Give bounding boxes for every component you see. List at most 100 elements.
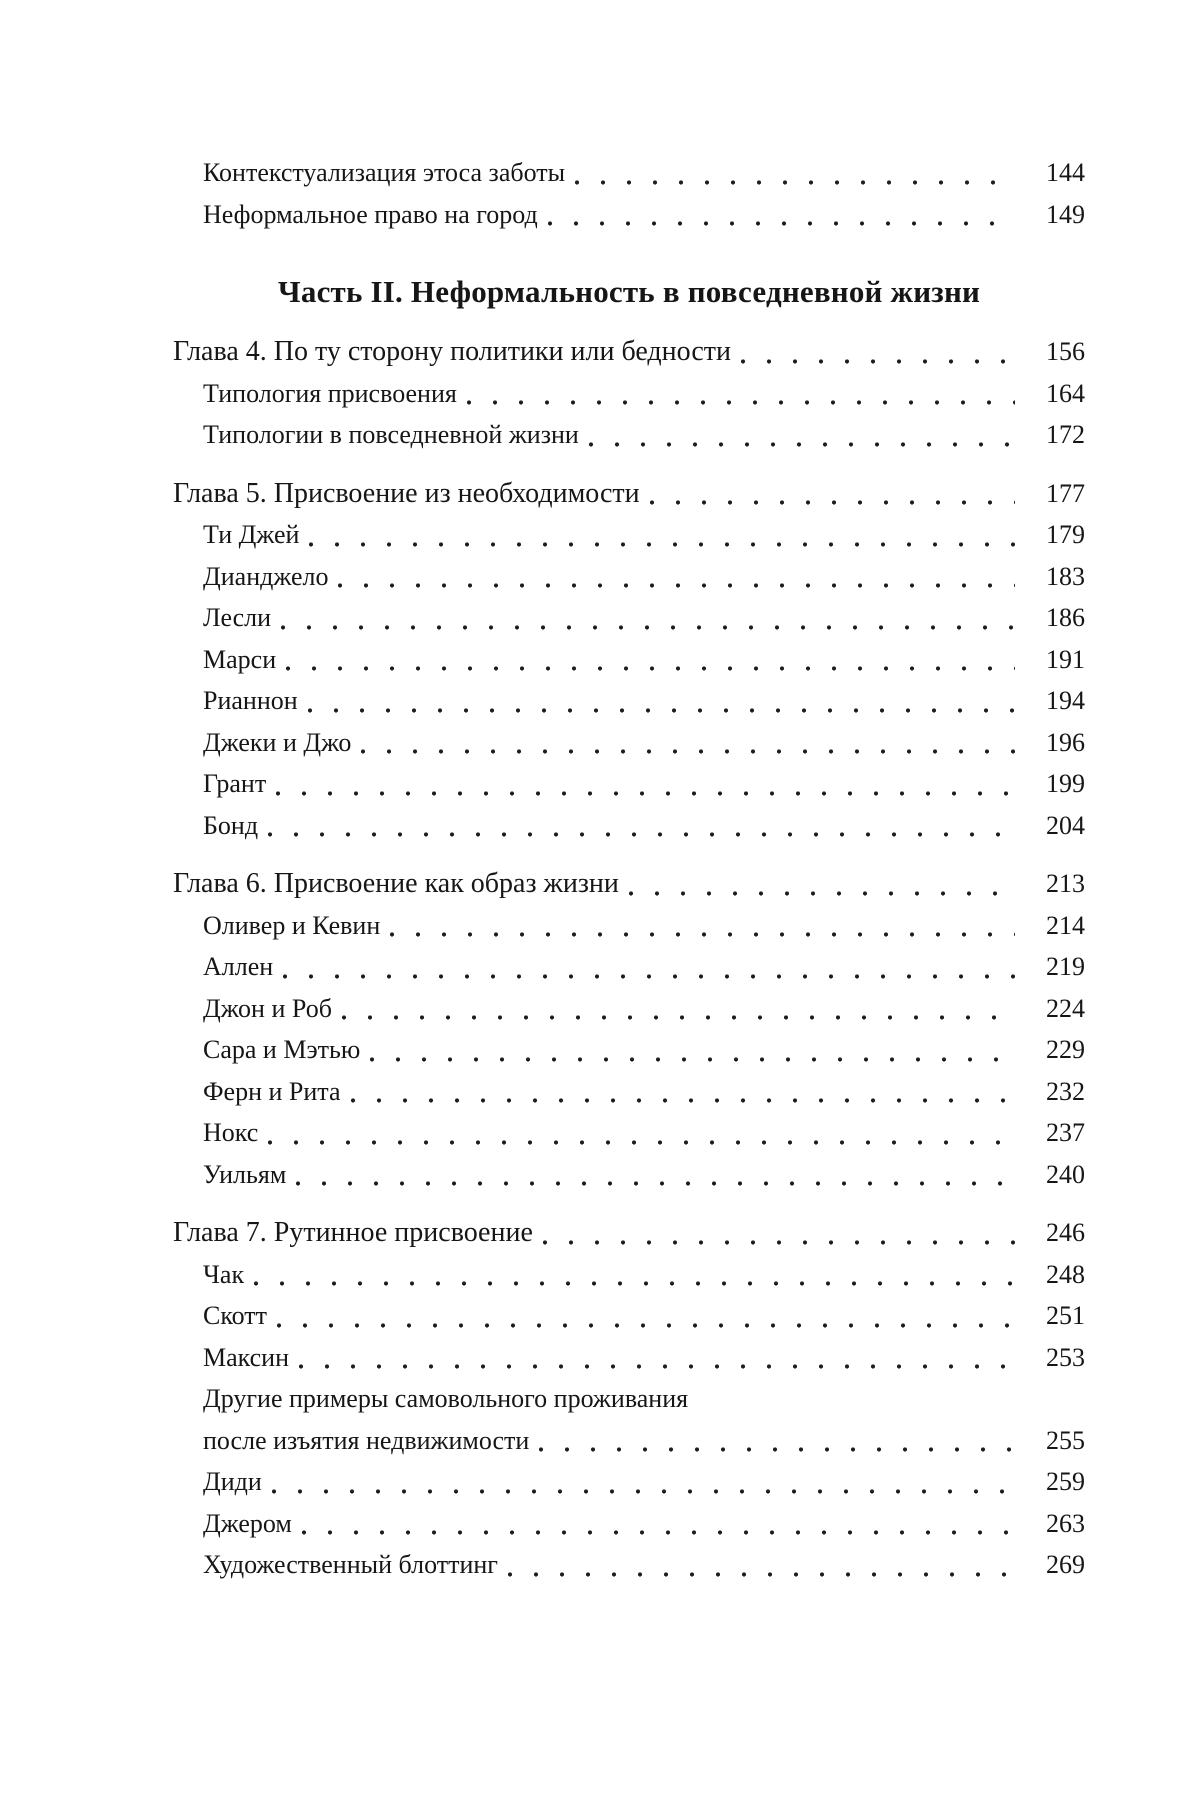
toc-entry: Грант 199 <box>173 763 1085 805</box>
dot-leader <box>276 1322 1015 1328</box>
toc-entry: Уильям 240 <box>173 1154 1085 1196</box>
toc-entry: Неформальное право на город 149 <box>173 194 1085 236</box>
chapters-block: Глава 4. По ту сторону политики или бедн… <box>173 331 1085 1586</box>
dot-leader <box>300 1530 1015 1535</box>
toc-entry: Максин 253 <box>173 1337 1085 1379</box>
toc-entry-label: Ферн и Рита <box>203 1076 341 1106</box>
toc-entry: Художественный блоттинг 269 <box>173 1544 1085 1586</box>
table-of-contents: Контекстуализация этоса заботы 144 Неформа… <box>173 152 1085 1586</box>
toc-entry-page: 251 <box>1046 1301 1085 1330</box>
dot-leader <box>739 358 1015 364</box>
dot-leader <box>280 624 1015 630</box>
toc-entry-page: 186 <box>1046 603 1085 632</box>
toc-entry-label: Лесли <box>203 603 272 632</box>
toc-entry: Диди 259 <box>173 1461 1085 1503</box>
toc-entry: Типология присвоения 164 <box>173 373 1085 415</box>
toc-entry-page: 224 <box>1046 993 1085 1023</box>
toc-entry: Типологии в повседневной жизни 172 <box>173 414 1085 456</box>
dot-leader <box>369 1056 1015 1062</box>
toc-entry-page: 269 <box>1046 1550 1085 1579</box>
toc-entry: Ти Джей 179 <box>173 514 1085 556</box>
toc-entry-label: Марси <box>203 644 277 674</box>
dot-leader <box>275 790 1015 796</box>
dot-leader <box>538 1447 1015 1452</box>
toc-entry-label: Оливер и Кевин <box>203 910 381 940</box>
toc-entry-page: 232 <box>1046 1076 1085 1106</box>
dot-leader <box>574 179 1015 185</box>
toc-entry-label: Джером <box>203 1508 292 1538</box>
toc-entry-label: Диди <box>203 1467 262 1496</box>
dot-leader <box>267 832 1015 837</box>
toc-entry: Джон и Роб 224 <box>173 988 1085 1030</box>
toc-entry-label: Уильям <box>203 1159 287 1189</box>
dot-leader <box>627 890 1015 896</box>
dot-leader <box>546 221 1015 226</box>
toc-chapter-label: Глава 5. Присвоение из необходимости <box>173 477 640 509</box>
toc-entry-page: 194 <box>1046 686 1085 715</box>
toc-entry: Рианнон 194 <box>173 680 1085 722</box>
dot-leader <box>285 666 1015 671</box>
dot-leader <box>267 1139 1015 1145</box>
toc-entry-page: 196 <box>1046 727 1085 757</box>
toc-entry-page: 240 <box>1046 1159 1085 1189</box>
toc-chapter-page: 213 <box>1046 869 1085 898</box>
dot-leader <box>337 583 1015 588</box>
toc-entry-label: Дианджело <box>203 561 329 591</box>
toc-entry-page: 204 <box>1046 810 1085 840</box>
dot-leader <box>295 1181 1015 1186</box>
toc-entry-page: 237 <box>1046 1118 1085 1147</box>
dot-leader <box>349 1098 1015 1103</box>
toc-entry-label: Контекстуализация этоса заботы <box>203 158 566 187</box>
toc-chapter: Глава 7. Рутинное присвоение 246 <box>173 1212 1085 1254</box>
toc-entry-page: 248 <box>1046 1259 1085 1289</box>
toc-entry-label: Ти Джей <box>203 520 300 549</box>
toc-entry: Джером 263 <box>173 1503 1085 1545</box>
toc-entry: Аллен 219 <box>173 946 1085 988</box>
toc-entry: Сара и Мэтью 229 <box>173 1029 1085 1071</box>
toc-chapter: Глава 4. По ту сторону политики или бедн… <box>173 331 1085 373</box>
dot-leader <box>308 541 1015 547</box>
toc-entry-label: Художественный блоттинг <box>203 1550 498 1579</box>
toc-entry: Дианджело 183 <box>173 556 1085 598</box>
toc-entry-page: 172 <box>1046 420 1085 449</box>
toc-chapter-page: 177 <box>1046 478 1085 508</box>
toc-entry: Скотт 251 <box>173 1295 1085 1337</box>
dot-leader <box>506 1571 1015 1577</box>
toc-entry-page: 179 <box>1046 520 1085 549</box>
dot-leader <box>282 973 1015 979</box>
toc-entry: Оливер и Кевин 214 <box>173 905 1085 947</box>
toc-chapter-page: 156 <box>1046 337 1085 366</box>
toc-entry-label: Максин <box>203 1342 290 1372</box>
dot-leader <box>648 500 1015 505</box>
dot-leader <box>340 1015 1015 1020</box>
dot-leader <box>360 749 1015 754</box>
dot-leader <box>298 1364 1015 1369</box>
toc-entry-page: 191 <box>1046 644 1085 674</box>
toc-chapter-label: Глава 6. Присвоение как образ жизни <box>173 868 619 899</box>
toc-entry-label: Рианнон <box>203 686 298 715</box>
toc-entry: Джеки и Джо 196 <box>173 722 1085 764</box>
leading-entries: Контекстуализация этоса заботы 144 Неформа… <box>173 152 1085 235</box>
toc-entry: Другие примеры самовольного проживания <box>173 1378 1085 1420</box>
toc-entry-label: Бонд <box>203 810 259 840</box>
dot-leader <box>541 1239 1015 1245</box>
toc-entry-page: 263 <box>1046 1508 1085 1538</box>
toc-entry-label: Скотт <box>203 1301 268 1330</box>
toc-entry-page: 229 <box>1046 1035 1085 1064</box>
toc-entry-page: 183 <box>1046 561 1085 591</box>
toc-entry: Ферн и Рита 232 <box>173 1071 1085 1113</box>
toc-entry-page: 253 <box>1046 1342 1085 1372</box>
toc-entry-page: 199 <box>1046 769 1085 798</box>
dot-leader <box>587 441 1015 447</box>
toc-entry: Контекстуализация этоса заботы 144 <box>173 152 1085 194</box>
toc-entry-label: Другие примеры самовольного проживания <box>203 1384 689 1413</box>
toc-entry-label: Аллен <box>203 952 274 981</box>
toc-entry-label: Типологии в повседневной жизни <box>203 420 579 449</box>
dot-leader <box>253 1281 1015 1286</box>
toc-chapter-label: Глава 7. Рутинное присвоение <box>173 1217 533 1248</box>
toc-entry-label: Нокс <box>203 1118 259 1147</box>
toc-entry-label: Джон и Роб <box>203 993 332 1023</box>
toc-entry: Чак 248 <box>173 1254 1085 1296</box>
toc-entry: Бонд 204 <box>173 805 1085 847</box>
